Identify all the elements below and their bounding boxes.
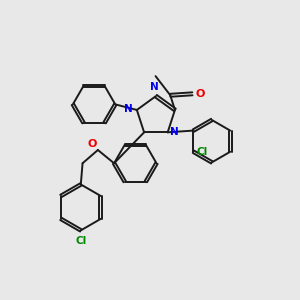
Text: N: N [124, 104, 133, 114]
Text: N: N [170, 127, 179, 137]
Text: O: O [87, 139, 97, 148]
Text: O: O [196, 89, 205, 99]
Text: Cl: Cl [196, 147, 208, 157]
Text: Cl: Cl [75, 236, 86, 246]
Text: N: N [150, 82, 159, 92]
